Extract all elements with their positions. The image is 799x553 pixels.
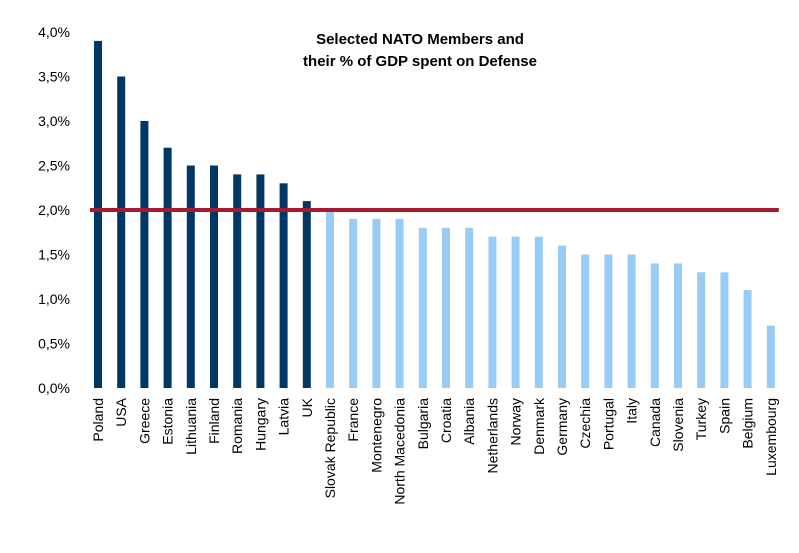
y-tick-label: 0,5% [38, 336, 70, 352]
y-tick-label: 2,0% [38, 202, 70, 218]
x-tick-label: Greece [136, 398, 152, 444]
bar-bulgaria [418, 227, 427, 388]
bar-lithuania [186, 165, 195, 388]
x-tick-label: Lithuania [183, 398, 199, 455]
x-tick-label: Poland [90, 398, 106, 442]
bar-czechia [581, 254, 590, 388]
bar-hungary [256, 174, 265, 388]
x-tick-label: Hungary [252, 398, 268, 451]
bar-croatia [442, 227, 450, 388]
bar-denmark [534, 236, 543, 388]
x-tick-label: Germany [554, 398, 570, 456]
x-tick-label: Spain [716, 398, 732, 434]
x-tick-label: UK [299, 397, 315, 417]
bar-uk [302, 201, 311, 388]
bar-finland [210, 165, 218, 388]
chart-title-line-1: Selected NATO Members and [316, 31, 524, 48]
x-tick-label: Norway [508, 398, 524, 445]
x-tick-label: Slovenia [670, 398, 686, 452]
x-tick-label: North Macedonia [392, 398, 408, 505]
x-tick-label: France [345, 398, 361, 442]
x-tick-label: Luxembourg [763, 398, 779, 476]
bar-romania [233, 174, 242, 388]
bar-germany [558, 245, 566, 388]
x-tick-label: Estonia [160, 398, 176, 445]
y-tick-label: 1,5% [38, 247, 70, 263]
x-tick-label: Latvia [276, 398, 292, 436]
bar-portugal [604, 254, 613, 388]
bar-montenegro [372, 218, 381, 388]
bar-estonia [163, 147, 172, 388]
y-tick-label: 3,0% [38, 113, 70, 129]
x-tick-label: Canada [647, 398, 663, 447]
bar-greece [140, 121, 149, 388]
chart-title-line-2: their % of GDP spent on Defense [303, 53, 537, 70]
y-tick-label: 0,0% [38, 380, 70, 396]
x-tick-label: Romania [229, 398, 245, 454]
y-tick-label: 4,0% [38, 24, 70, 40]
bar-slovenia [674, 263, 682, 388]
bar-belgium [743, 290, 752, 388]
bar-france [349, 218, 358, 388]
x-tick-label: Slovak Republic [322, 398, 338, 498]
x-tick-label: Montenegro [368, 398, 384, 473]
bar-spain [720, 272, 729, 388]
y-tick-label: 2,5% [38, 158, 70, 174]
bar-usa [117, 76, 126, 388]
bar-italy [627, 254, 636, 388]
x-tick-label: Portugal [600, 398, 616, 450]
x-tick-label: Denmark [531, 397, 547, 455]
bar-latvia [279, 183, 288, 388]
y-tick-label: 3,5% [38, 69, 70, 85]
x-tick-label: USA [113, 397, 129, 426]
x-tick-label: Czechia [577, 398, 593, 449]
bar-norway [511, 236, 520, 388]
x-tick-label: Finland [206, 398, 222, 444]
bar-north-macedonia [395, 218, 404, 388]
x-tick-label: Belgium [740, 398, 756, 449]
bar-slovak-republic [326, 210, 334, 388]
x-tick-label: Italy [624, 398, 640, 424]
bar-luxembourg [766, 325, 775, 388]
bar-netherlands [488, 236, 497, 388]
bar-poland [94, 40, 102, 389]
bar-albania [465, 227, 474, 388]
bar-turkey [697, 272, 706, 388]
x-tick-label: Turkey [693, 398, 709, 440]
x-tick-label: Netherlands [484, 398, 500, 474]
bar-canada [650, 263, 659, 388]
x-tick-label: Bulgaria [415, 398, 431, 450]
y-tick-label: 1,0% [38, 291, 70, 307]
x-tick-label: Albania [461, 398, 477, 445]
x-tick-label: Croatia [438, 398, 454, 443]
